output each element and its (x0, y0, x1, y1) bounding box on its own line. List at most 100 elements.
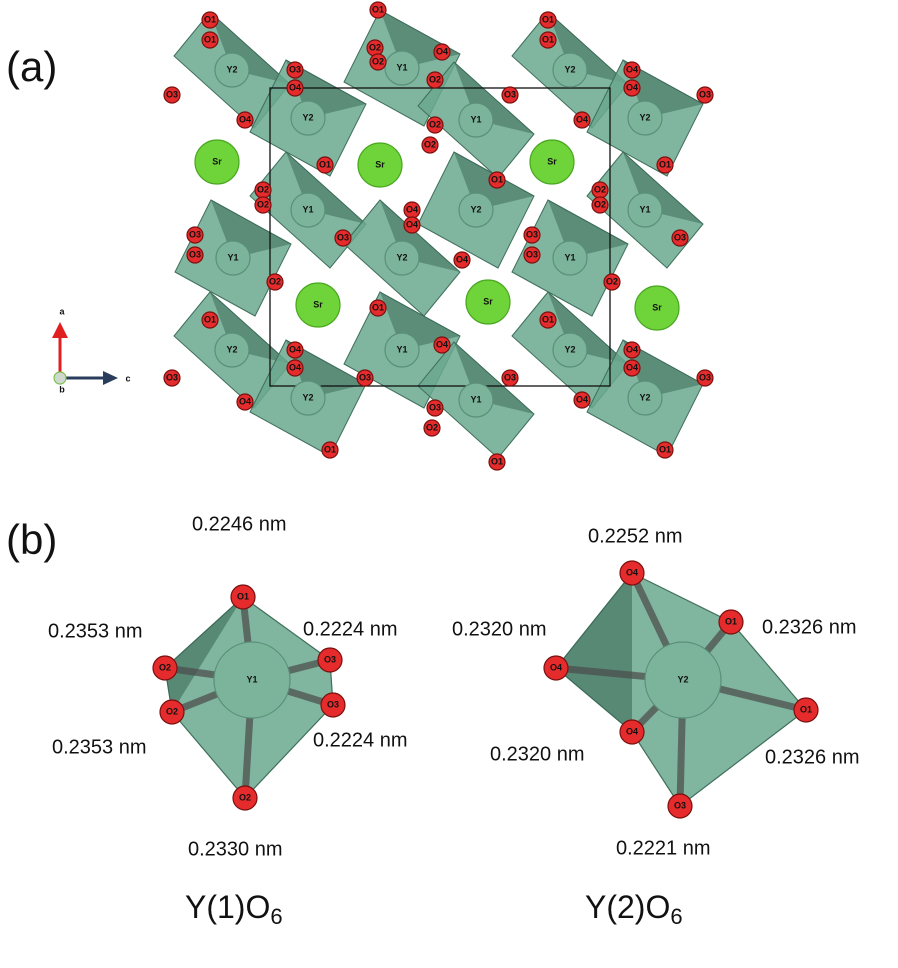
atom (201, 11, 219, 29)
atom (426, 71, 444, 89)
atom-label: Sr (652, 302, 662, 312)
atom-label: Sr (483, 296, 493, 306)
atom (369, 1, 387, 19)
axis-label: a (59, 306, 65, 316)
atom (667, 793, 693, 819)
atom (656, 441, 674, 459)
atom (623, 341, 641, 359)
atom (453, 251, 471, 269)
atom-label: O4 (576, 394, 588, 404)
atom-label: Y2 (226, 64, 237, 74)
atom-label: O4 (289, 362, 301, 372)
atom (423, 419, 441, 437)
atom-label: O2 (429, 74, 441, 84)
octahedron-face (454, 342, 534, 414)
axis-label: c (125, 373, 130, 383)
atom (696, 86, 714, 104)
caption-main: Y(1)O (185, 889, 270, 925)
atom-label: Y1 (302, 204, 313, 214)
atom-label: O1 (204, 314, 216, 324)
atom-label: O4 (406, 204, 418, 214)
atom (230, 584, 256, 610)
atom (523, 226, 541, 244)
atom (458, 102, 494, 138)
atom-label: O2 (372, 56, 384, 66)
atom-label: Y2 (564, 64, 575, 74)
atom (623, 61, 641, 79)
atom (213, 641, 291, 719)
atom (384, 240, 420, 276)
atom-label: Y1 (564, 252, 575, 262)
atom (186, 246, 204, 264)
atom-label: O3 (526, 229, 538, 239)
atom-label: Y1 (470, 394, 481, 404)
atom-label: O4 (550, 662, 562, 672)
atom-label: Y1 (246, 674, 257, 684)
atom-label: Y2 (564, 344, 575, 354)
atom (232, 785, 258, 811)
atom (286, 61, 304, 79)
atom-label: O3 (337, 232, 349, 242)
atom-label: O1 (204, 34, 216, 44)
atom-label: O3 (674, 800, 686, 810)
atom (384, 332, 420, 368)
atom (627, 380, 663, 416)
atom (433, 43, 451, 61)
atom (619, 719, 645, 745)
bond-length: 0.2353 nm (48, 620, 143, 642)
atom-label: O1 (659, 159, 671, 169)
atom-label: O4 (289, 82, 301, 92)
bond-length: 0.2320 nm (452, 618, 547, 640)
atom (696, 369, 714, 387)
atom-label: O4 (289, 344, 301, 354)
atom-label: O4 (239, 396, 251, 406)
atom-label: O2 (594, 199, 606, 209)
bond-length: 0.2252 nm (588, 525, 683, 547)
atom-label: O1 (372, 4, 384, 14)
atom-label: O3 (699, 89, 711, 99)
atom-label: O2 (257, 184, 269, 194)
atom-label: Y2 (677, 674, 688, 684)
atom (403, 216, 421, 234)
atom-label: Y2 (639, 112, 650, 122)
atom-label: O4 (626, 344, 638, 354)
bond-length: 0.2326 nm (762, 616, 857, 638)
atom-label: O4 (239, 114, 251, 124)
atom (793, 697, 819, 723)
atom (573, 391, 591, 409)
atom-label: O1 (542, 34, 554, 44)
unit-cell (269, 87, 611, 387)
atom (295, 282, 341, 328)
atom-label: Y2 (302, 392, 313, 402)
atom (290, 192, 326, 228)
atom (384, 50, 420, 86)
atom (718, 609, 744, 635)
atom-label: Sr (375, 159, 385, 169)
atom (369, 53, 387, 71)
caption-main: Y(2)O (585, 889, 670, 925)
atom-label: Y1 (639, 204, 650, 214)
atom (194, 139, 240, 185)
atom-label: Sr (313, 299, 323, 309)
atom-label: O3 (504, 89, 516, 99)
atom-label: O2 (426, 422, 438, 432)
atom-label: O4 (626, 362, 638, 372)
caption-subscript: 6 (670, 904, 682, 929)
atom-label: Y1 (396, 344, 407, 354)
bond-length: 0.2221 nm (616, 837, 711, 859)
atom-label: O2 (239, 792, 251, 802)
bond-length: 0.2330 nm (188, 838, 283, 860)
atom (236, 393, 254, 411)
atom (163, 86, 181, 104)
atom-label: O3 (166, 89, 178, 99)
atom-label: O3 (189, 229, 201, 239)
atom (603, 273, 621, 291)
atom (488, 453, 506, 471)
atom-label: O2 (257, 199, 269, 209)
atom-label: Y1 (470, 114, 481, 124)
atom-label: O1 (659, 444, 671, 454)
atom-label: O4 (456, 254, 468, 264)
atom (286, 79, 304, 97)
atom-label: O1 (725, 616, 737, 626)
